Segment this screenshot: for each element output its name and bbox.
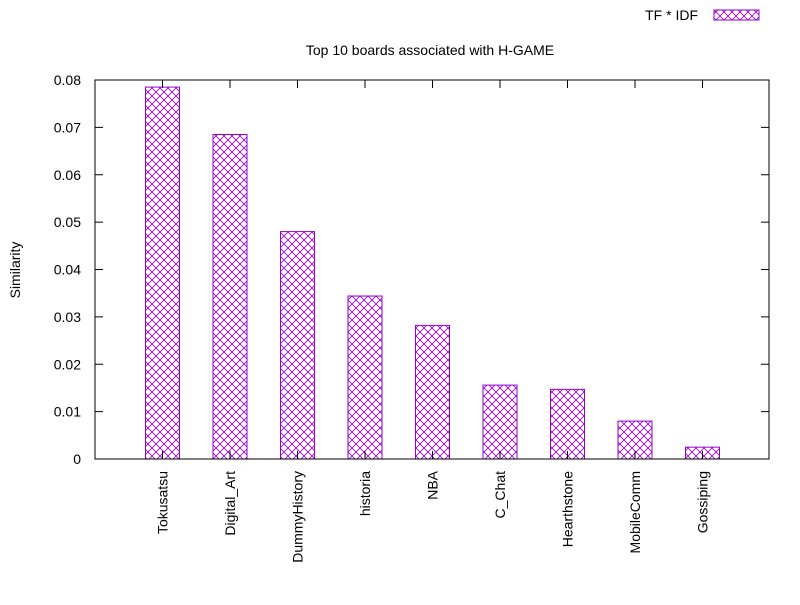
x-axis-tick-labels: Tokusatsu Digital_Art DummyHistory historia…	[155, 80, 711, 563]
bar-tokusatsu	[145, 86, 180, 460]
chart-title: Top 10 boards associated with H-GAME	[306, 42, 554, 58]
bar-hearthstone	[550, 388, 585, 460]
x-tick-label: Tokusatsu	[155, 471, 171, 534]
x-tick-label: C_Chat	[492, 471, 508, 519]
legend-label: TF * IDF	[645, 7, 698, 23]
x-tick-label: Hearthstone	[560, 471, 576, 547]
y-axis-label: Similarity	[7, 242, 23, 299]
bar-c-chat	[482, 384, 518, 460]
plot-frame	[94, 79, 770, 460]
y-tick-label: 0.05	[54, 214, 81, 230]
y-tick-label: 0.02	[54, 356, 81, 372]
x-tick-label: Gossiping	[695, 471, 711, 533]
bar-historia	[347, 295, 383, 460]
x-tick-label: historia	[357, 471, 373, 516]
y-tick-label: 0.01	[54, 404, 81, 420]
x-tick-label: DummyHistory	[290, 471, 306, 563]
bar-nba	[415, 324, 450, 460]
bars	[145, 86, 720, 460]
x-tick-label: NBA	[425, 470, 441, 499]
y-axis-ticks: 0 0.01 0.02 0.03 0.04 0.05 0.06 0.07 0.08	[54, 72, 769, 467]
legend: TF * IDF	[645, 7, 760, 23]
y-tick-label: 0	[73, 451, 81, 467]
y-tick-label: 0.08	[54, 72, 81, 88]
y-tick-label: 0.06	[54, 167, 81, 183]
y-tick-label: 0.03	[54, 309, 81, 325]
x-tick-label: Digital_Art	[222, 471, 238, 536]
x-tick-label: MobileComm	[627, 471, 643, 553]
legend-swatch	[713, 9, 760, 21]
bar-dummyhistory	[280, 231, 315, 460]
bar-digital-art	[212, 133, 248, 460]
y-tick-label: 0.04	[54, 262, 81, 278]
y-tick-label: 0.07	[54, 119, 81, 135]
